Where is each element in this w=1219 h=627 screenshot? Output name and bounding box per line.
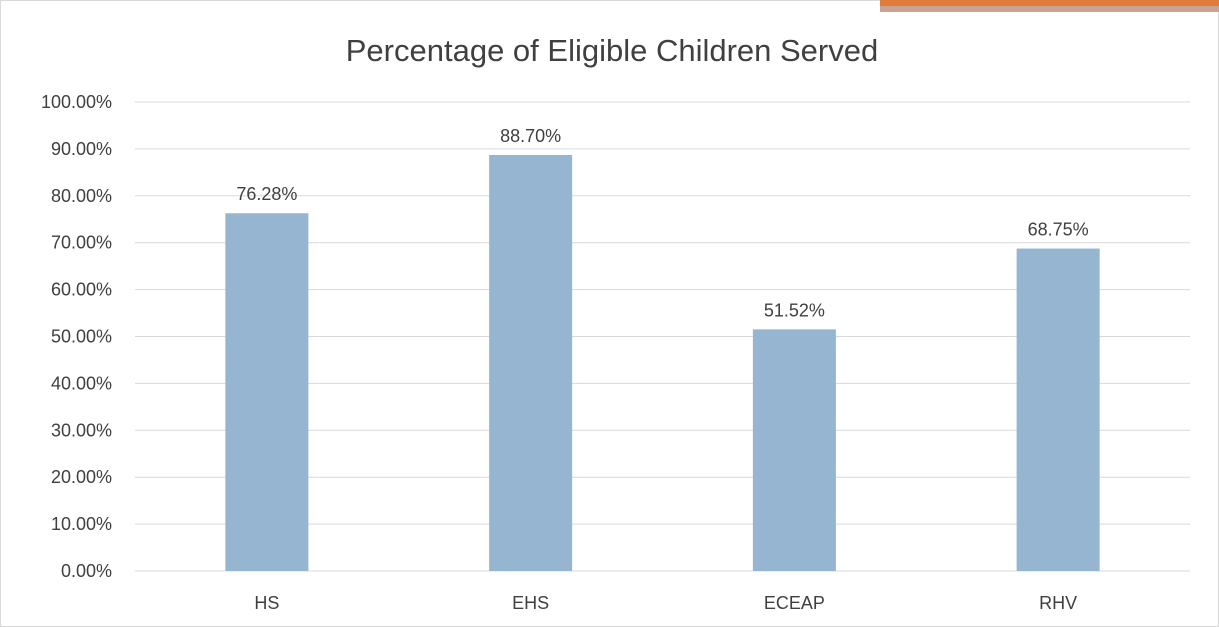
y-tick-label: 60.00% (51, 280, 112, 300)
y-tick-label: 80.00% (51, 186, 112, 206)
x-axis-ticks: HS EHS ECEAP RHV (254, 593, 1077, 613)
bar-rhv (1016, 248, 1100, 571)
bar-hs (225, 213, 309, 571)
accent-strip-top (880, 0, 1219, 6)
data-label-hs: 76.28% (236, 184, 297, 204)
x-tick-label-eceap: ECEAP (764, 593, 825, 613)
bar-ehs (489, 154, 573, 571)
data-label-rhv: 68.75% (1028, 220, 1089, 240)
x-tick-label-hs: HS (254, 593, 279, 613)
y-tick-label: 30.00% (51, 420, 112, 440)
y-tick-label: 20.00% (51, 467, 112, 487)
data-label-ehs: 88.70% (500, 126, 561, 146)
gridlines (135, 101, 1190, 572)
y-tick-label: 40.00% (51, 373, 112, 393)
accent-strip-bottom (880, 6, 1219, 12)
data-labels: 76.28% 88.70% 51.52% 68.75% (236, 126, 1088, 320)
y-axis-ticks: 0.00% 10.00% 20.00% 30.00% 40.00% 50.00% 60.00… (41, 92, 112, 581)
y-tick-label: 100.00% (41, 92, 112, 112)
y-tick-label: 50.00% (51, 327, 112, 347)
x-tick-label-ehs: EHS (512, 593, 549, 613)
bar-eceap (752, 329, 836, 571)
y-tick-label: 70.00% (51, 233, 112, 253)
chart-title: Percentage of Eligible Children Served (346, 33, 878, 68)
data-label-eceap: 51.52% (764, 300, 825, 320)
y-tick-label: 0.00% (61, 561, 112, 581)
bars (225, 154, 1100, 571)
x-tick-label-rhv: RHV (1039, 593, 1077, 613)
y-tick-label: 90.00% (51, 139, 112, 159)
y-tick-label: 10.00% (51, 514, 112, 534)
